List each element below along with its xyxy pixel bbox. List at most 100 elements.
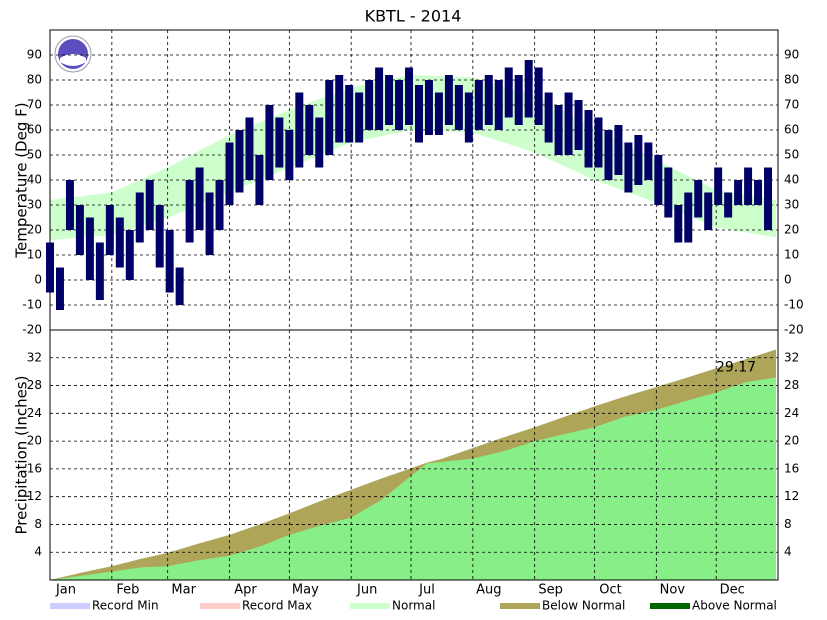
legend-swatch <box>50 603 90 609</box>
temp-bar <box>85 217 94 280</box>
legend-label: Record Min <box>92 599 159 613</box>
temp-bar <box>295 92 304 168</box>
temp-bar <box>115 217 124 268</box>
temp-bar <box>594 117 603 168</box>
temp-bar <box>424 80 433 135</box>
temp-bar <box>624 142 633 193</box>
temp-bar <box>754 180 763 205</box>
y-tick-label: 0 <box>34 273 42 287</box>
temp-bar <box>375 67 384 130</box>
y-tick-label: 0 <box>784 273 792 287</box>
y-tick-label: 20 <box>784 223 799 237</box>
temp-bar <box>395 80 404 130</box>
y-tick-label: 20 <box>27 434 42 448</box>
temp-bar <box>165 230 174 293</box>
y-tick-label: 30 <box>784 198 799 212</box>
temp-bar <box>764 167 773 230</box>
temp-bar <box>305 105 314 155</box>
y-tick-label: -10 <box>22 298 42 312</box>
temp-bar <box>444 75 453 125</box>
x-tick-label: Dec <box>720 583 745 598</box>
temp-bar <box>714 167 723 205</box>
temp-bar <box>734 180 743 205</box>
y-tick-label: 50 <box>27 148 42 162</box>
temp-bar <box>145 180 154 230</box>
temp-bar <box>225 142 234 205</box>
temp-bar <box>674 205 683 243</box>
y-tick-label: 70 <box>27 98 42 112</box>
x-tick-label: Oct <box>599 583 621 598</box>
temp-bar <box>65 180 74 230</box>
y-tick-label: 40 <box>784 173 799 187</box>
temp-bar <box>75 205 84 255</box>
x-tick-label: Jun <box>356 583 377 598</box>
y-tick-label: 32 <box>27 350 42 364</box>
value-label: 29.17 <box>716 359 756 375</box>
temp-bar <box>205 192 214 255</box>
x-tick-label: May <box>292 583 319 598</box>
y-tick-label: 40 <box>27 173 42 187</box>
y-tick-label: 80 <box>784 73 799 87</box>
temp-bar <box>255 155 264 205</box>
y-tick-label: 70 <box>784 98 799 112</box>
temp-bar <box>335 75 344 143</box>
y-tick-label: 28 <box>27 378 42 392</box>
y-tick-label: 16 <box>784 461 799 475</box>
x-tick-label: Nov <box>660 583 686 598</box>
legend-label: Below Normal <box>542 599 625 613</box>
x-tick-label: Apr <box>234 583 257 598</box>
actual-area <box>50 377 777 580</box>
temp-bar <box>524 60 533 118</box>
y-tick-label: 8 <box>34 517 42 531</box>
temp-bar <box>554 105 563 155</box>
y-tick-label: 32 <box>784 350 799 364</box>
frame <box>49 329 779 581</box>
temp-bar <box>155 205 164 268</box>
y-tick-label: 24 <box>27 406 42 420</box>
y-tick-label: 12 <box>27 489 42 503</box>
temp-bar <box>285 130 294 180</box>
x-tick-label: Jan <box>55 583 76 598</box>
temp-bar <box>414 85 423 143</box>
temp-bar <box>135 192 144 243</box>
temp-bar <box>175 267 184 305</box>
temp-bar <box>235 130 244 193</box>
temp-bar <box>345 85 354 143</box>
temp-bar <box>614 125 623 175</box>
temp-bar <box>724 192 733 218</box>
temp-bar <box>494 80 503 130</box>
temp-bar <box>484 75 493 125</box>
y-tick-label: 90 <box>27 48 42 62</box>
temp-bar <box>654 155 663 205</box>
x-tick-label: Mar <box>171 583 196 598</box>
temp-bar <box>405 67 414 125</box>
temp-bar <box>584 110 593 168</box>
y-tick-label: -20 <box>784 323 804 337</box>
temp-bar <box>564 92 573 155</box>
temp-bar <box>704 192 713 230</box>
y-tick-label: 60 <box>27 123 42 137</box>
temp-bar <box>534 67 543 125</box>
x-tick-label: Sep <box>538 583 563 598</box>
y-tick-label: 4 <box>34 545 42 559</box>
temp-bar <box>95 242 104 300</box>
y-tick-label: 10 <box>784 248 799 262</box>
temp-bar <box>185 180 194 243</box>
temp-bar <box>125 230 134 280</box>
y-tick-label: 20 <box>784 434 799 448</box>
temp-bar <box>544 92 553 143</box>
logo <box>54 35 92 73</box>
temp-bar <box>55 267 64 310</box>
temp-bar <box>385 75 394 125</box>
y-tick-label: 80 <box>27 73 42 87</box>
temp-bar <box>365 80 374 130</box>
temp-bar <box>245 117 254 180</box>
x-tick-label: Jul <box>418 583 435 598</box>
y-tick-label: 16 <box>27 461 42 475</box>
temp-bar <box>464 92 473 143</box>
temp-bar <box>664 167 673 218</box>
y-tick-label: -10 <box>784 298 804 312</box>
temp-bar <box>434 92 443 135</box>
legend-swatch <box>200 603 240 609</box>
